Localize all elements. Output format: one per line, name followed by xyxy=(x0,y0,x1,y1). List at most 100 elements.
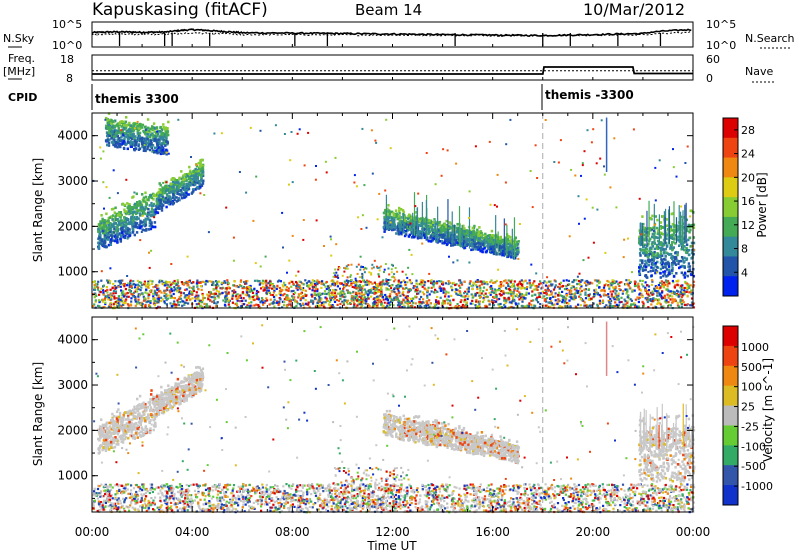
echo-cell xyxy=(152,193,156,197)
clutter-cell xyxy=(245,306,248,309)
clutter-cell xyxy=(504,286,508,289)
echo-cell xyxy=(109,215,113,219)
clutter-cell xyxy=(365,292,368,295)
clutter-cell xyxy=(187,296,190,299)
echo-cell xyxy=(180,181,184,184)
clutter-cell xyxy=(231,297,234,300)
clutter-cell xyxy=(262,303,265,306)
clutter-cell xyxy=(278,300,281,303)
echo-cell xyxy=(157,195,161,199)
clutter-cell xyxy=(381,280,384,283)
echo-cell xyxy=(196,175,200,179)
clutter-cell xyxy=(367,290,370,293)
echo-cell xyxy=(110,119,113,122)
clutter-cell xyxy=(178,289,181,292)
clutter-cell xyxy=(138,294,141,297)
clutter-cell xyxy=(343,300,346,303)
clutter-cell xyxy=(667,301,670,304)
clutter-cell xyxy=(212,284,215,287)
echo-cell xyxy=(139,123,142,126)
clutter-cell xyxy=(257,298,260,301)
clutter-cell xyxy=(420,279,423,282)
echo-cell xyxy=(162,197,165,201)
echo-cell xyxy=(197,187,201,190)
clutter-cell xyxy=(596,293,599,296)
clutter-cell xyxy=(404,281,407,284)
clutter-cell xyxy=(305,282,308,285)
clutter-cell xyxy=(364,280,367,284)
clutter-cell xyxy=(360,297,363,300)
echo-cell xyxy=(166,140,169,143)
clutter-cell xyxy=(255,289,259,293)
clutter-cell xyxy=(307,303,310,306)
clutter-cell xyxy=(676,290,679,293)
clutter-cell xyxy=(404,296,407,299)
echo-cell xyxy=(157,193,161,196)
clutter-cell xyxy=(246,287,249,290)
clutter-cell xyxy=(534,288,537,291)
clutter-cell xyxy=(528,302,531,305)
clutter-cell xyxy=(375,301,378,304)
echo-cell xyxy=(179,183,182,187)
clutter-cell xyxy=(250,301,253,304)
echo-cell xyxy=(129,130,132,133)
clutter-cell xyxy=(341,274,344,277)
clutter-cell xyxy=(423,305,426,308)
clutter-cell xyxy=(115,286,118,289)
clutter-cell xyxy=(248,295,251,298)
clutter-cell xyxy=(338,266,341,269)
echo-cell xyxy=(121,142,124,145)
echo-cell xyxy=(184,178,187,181)
clutter-cell xyxy=(248,290,251,293)
echo-cell xyxy=(148,221,151,225)
echo-cell xyxy=(113,211,116,214)
echo-cell xyxy=(145,138,148,141)
clutter-cell xyxy=(169,296,172,299)
clutter-cell xyxy=(352,299,355,302)
clutter-cell xyxy=(620,281,623,284)
clutter-cell xyxy=(195,303,198,306)
clutter-cell xyxy=(557,300,560,303)
clutter-cell xyxy=(351,285,354,288)
echo-cell xyxy=(129,125,132,129)
echo-cell xyxy=(128,203,131,206)
echo-cell xyxy=(106,219,109,223)
nave-label: Nave xyxy=(745,65,773,78)
clutter-cell xyxy=(372,266,375,269)
clutter-cell xyxy=(257,280,260,283)
echo-cell xyxy=(504,241,507,245)
clutter-cell xyxy=(357,263,360,266)
echo-cell xyxy=(158,130,162,133)
clutter-cell xyxy=(641,295,644,298)
clutter-cell xyxy=(366,279,369,282)
echo-cell xyxy=(104,127,108,130)
clutter-cell xyxy=(177,301,180,304)
clutter-cell xyxy=(575,287,578,290)
clutter-cell xyxy=(272,302,275,305)
clutter-cell xyxy=(414,288,417,291)
echo-cell xyxy=(148,224,151,228)
echo-cell xyxy=(171,196,174,199)
clutter-cell xyxy=(377,295,380,298)
echo-cell xyxy=(168,200,171,203)
clutter-cell xyxy=(669,304,672,307)
clutter-cell xyxy=(434,291,437,294)
clutter-cell xyxy=(192,285,195,288)
clutter-cell xyxy=(253,287,256,290)
clutter-cell xyxy=(226,279,229,282)
clutter-cell xyxy=(624,300,627,303)
freq-unit-label: [MHz] xyxy=(3,65,35,78)
clutter-cell xyxy=(574,305,577,308)
clutter-cell xyxy=(401,291,404,295)
echo-cell xyxy=(155,194,159,198)
clutter-cell xyxy=(389,293,392,296)
clutter-cell xyxy=(606,279,609,283)
clutter-cell xyxy=(262,282,265,285)
clutter-cell xyxy=(201,280,204,283)
clutter-cell xyxy=(155,301,158,304)
echo-cell xyxy=(408,228,412,231)
clutter-cell xyxy=(318,292,321,295)
echo-cell xyxy=(122,224,126,227)
clutter-cell xyxy=(117,295,120,298)
clutter-cell xyxy=(516,289,519,292)
